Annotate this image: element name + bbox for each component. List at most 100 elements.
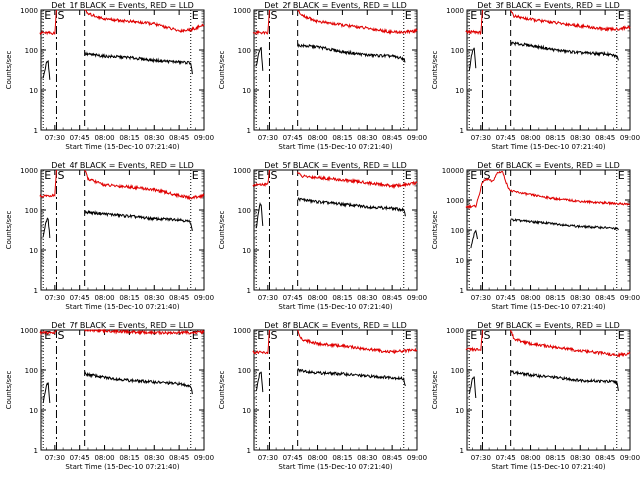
lld-series-line	[510, 329, 631, 358]
y-tick-label: 100	[25, 47, 38, 55]
plot-frame	[40, 329, 205, 451]
time-marker-label: E	[192, 9, 199, 22]
plot-frame	[253, 9, 418, 131]
x-axis-label: Start Time (15-Dec-10 07:21:40)	[65, 143, 179, 151]
time-marker-label: E	[405, 329, 412, 342]
x-tick-label: 08:45	[595, 294, 615, 302]
chart-panel-7: Det_7f BLACK = Events, RED = LLD Counts/s…	[5, 321, 214, 471]
x-tick-label: 08:00	[307, 294, 327, 302]
y-tick-label: 1000	[20, 167, 38, 175]
y-tick-label: 100	[451, 227, 464, 235]
x-tick-label: 08:45	[382, 294, 402, 302]
lld-series-line	[39, 169, 57, 198]
time-marker-label: S	[483, 329, 490, 342]
time-marker-label: E	[405, 169, 412, 182]
plot-frame	[466, 169, 631, 291]
y-tick-label: 100	[238, 207, 251, 215]
y-tick-label: 10	[455, 257, 464, 265]
lld-series-line	[39, 329, 57, 336]
y-tick-label: 100	[451, 367, 464, 375]
events-series-line	[255, 371, 264, 393]
x-tick-label: 08:30	[144, 294, 164, 302]
y-tick-label: 10	[29, 87, 38, 95]
x-tick-label: 08:30	[357, 134, 377, 142]
x-tick-label: 08:15	[545, 454, 565, 462]
events-series-line	[468, 47, 477, 71]
lld-series-line	[252, 9, 270, 36]
x-tick-label: 08:45	[382, 134, 402, 142]
y-axis-label: Counts/sec	[5, 371, 13, 410]
x-tick-label: 07:30	[258, 294, 278, 302]
events-series-line	[84, 51, 193, 75]
x-tick-label: 07:30	[258, 454, 278, 462]
x-axis-label: Start Time (15-Dec-10 07:21:40)	[491, 303, 605, 311]
x-tick-label: 08:30	[144, 134, 164, 142]
x-tick-label: 08:45	[169, 294, 189, 302]
x-tick-label: 07:45	[70, 134, 90, 142]
chart-panel-8: Det_8f BLACK = Events, RED = LLD Counts/s…	[218, 321, 427, 471]
x-tick-label: 08:30	[357, 454, 377, 462]
x-tick-label: 08:15	[119, 454, 139, 462]
x-tick-label: 08:45	[169, 134, 189, 142]
chart-title: Det_9f BLACK = Events, RED = LLD	[477, 321, 620, 330]
y-tick-label: 1000	[446, 197, 464, 205]
x-tick-label: 07:45	[496, 454, 516, 462]
plot-frame	[40, 9, 205, 131]
events-series-line	[42, 382, 51, 404]
y-tick-label: 1	[247, 127, 251, 135]
x-tick-label: 08:30	[144, 454, 164, 462]
y-tick-label: 1	[460, 287, 464, 295]
plot-frame	[466, 329, 631, 451]
events-series-line	[468, 376, 477, 399]
y-tick-label: 1000	[233, 167, 251, 175]
lld-series-line	[84, 9, 205, 34]
events-series-line	[255, 46, 264, 71]
time-marker-label: E	[192, 329, 199, 342]
x-tick-label: 07:30	[45, 134, 65, 142]
y-tick-label: 100	[25, 367, 38, 375]
y-tick-label: 10	[455, 87, 464, 95]
y-tick-label: 1000	[446, 7, 464, 15]
chart-panel-1: Det_1f BLACK = Events, RED = LLD Counts/s…	[5, 1, 214, 151]
x-tick-label: 07:45	[496, 294, 516, 302]
time-marker-label: E	[257, 329, 264, 342]
x-tick-label: 07:30	[45, 454, 65, 462]
plot-frame	[253, 169, 418, 291]
chart-panel-9: Det_9f BLACK = Events, RED = LLD Counts/s…	[431, 321, 640, 471]
events-series-line	[255, 201, 264, 229]
x-tick-label: 07:45	[283, 454, 303, 462]
lld-series-line	[297, 329, 418, 355]
x-tick-label: 08:30	[570, 454, 590, 462]
y-tick-label: 1000	[20, 7, 38, 15]
x-tick-label: 08:15	[119, 294, 139, 302]
x-tick-label: 08:30	[570, 294, 590, 302]
x-tick-label: 09:00	[407, 134, 427, 142]
y-tick-label: 10	[242, 87, 251, 95]
chart-title: Det_2f BLACK = Events, RED = LLD	[264, 1, 407, 10]
x-axis-label: Start Time (15-Dec-10 07:21:40)	[491, 143, 605, 151]
time-marker-label: S	[483, 169, 490, 182]
y-tick-label: 10	[29, 247, 38, 255]
x-tick-label: 09:00	[620, 454, 640, 462]
chart-title: Det_5f BLACK = Events, RED = LLD	[264, 161, 407, 170]
x-tick-label: 08:15	[545, 134, 565, 142]
time-marker-label: E	[257, 169, 264, 182]
x-tick-label: 07:30	[258, 134, 278, 142]
chart-panel-4: Det_4f BLACK = Events, RED = LLD Counts/s…	[5, 161, 214, 311]
x-axis-label: Start Time (15-Dec-10 07:21:40)	[278, 463, 392, 471]
events-series-line	[42, 217, 51, 239]
x-tick-label: 09:00	[194, 454, 214, 462]
time-marker-label: E	[618, 169, 625, 182]
y-tick-label: 1000	[233, 7, 251, 15]
x-axis-label: Start Time (15-Dec-10 07:21:40)	[278, 303, 392, 311]
lld-series-line	[84, 169, 205, 201]
x-tick-label: 09:00	[620, 134, 640, 142]
time-marker-label: S	[270, 9, 277, 22]
y-axis-label: Counts/sec	[5, 51, 13, 90]
y-tick-label: 1	[247, 287, 251, 295]
chart-panel-5: Det_5f BLACK = Events, RED = LLD Counts/s…	[218, 161, 427, 311]
y-tick-label: 1	[34, 287, 38, 295]
x-tick-label: 08:45	[169, 454, 189, 462]
chart-title: Det_4f BLACK = Events, RED = LLD	[51, 161, 194, 170]
y-tick-label: 100	[238, 367, 251, 375]
